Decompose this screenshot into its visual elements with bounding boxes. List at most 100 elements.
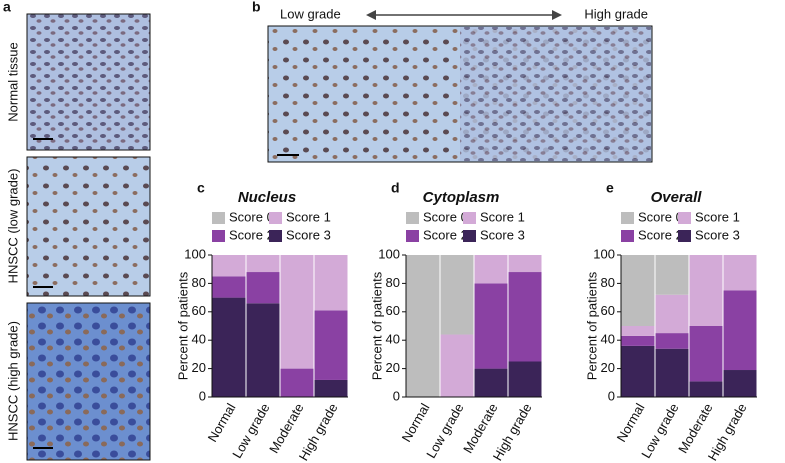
legend-swatch (212, 212, 225, 224)
bar-segment (246, 272, 280, 304)
y-tick-label: 60 (192, 303, 206, 318)
legend-label: Score 0 (423, 209, 468, 224)
legend-label: Score 1 (286, 209, 331, 224)
legend-swatch (621, 230, 634, 242)
image-label: Normal tissue (5, 42, 20, 121)
bar-segment (723, 370, 757, 397)
y-tick-label: 80 (192, 275, 206, 290)
y-tick-label: 40 (601, 332, 615, 347)
micrograph (26, 156, 151, 297)
y-tick-label: 20 (192, 360, 206, 375)
x-tick-label: Normal (205, 401, 239, 445)
bar-segment (440, 334, 474, 397)
bar-segment (314, 255, 348, 311)
x-tick-label: Normal (614, 401, 648, 445)
legend-label: Score 2 (638, 227, 683, 242)
y-tick-label: 20 (601, 360, 615, 375)
y-tick-label: 60 (601, 303, 615, 318)
y-axis-label: Percent of patients (369, 271, 384, 380)
y-axis-label: Percent of patients (584, 271, 599, 380)
legend-label: Score 3 (480, 227, 525, 242)
legend-label: Score 1 (480, 209, 525, 224)
bar-segment (212, 276, 246, 298)
y-tick-label: 100 (184, 246, 206, 261)
grade-label: High grade (584, 6, 648, 21)
bar-segment (212, 297, 246, 397)
chart-title: Cytoplasm (423, 189, 500, 206)
bar-segment (621, 345, 655, 397)
bar-segment (689, 326, 723, 382)
y-tick-label: 0 (393, 388, 400, 403)
bar-segment (508, 272, 542, 362)
legend-label: Score 0 (638, 209, 683, 224)
bar-segment (621, 335, 655, 346)
bar-segment (440, 255, 474, 335)
bar-segment (621, 326, 655, 336)
y-axis-label: Percent of patients (175, 271, 190, 380)
panel-label: b (252, 0, 261, 15)
micrograph-region (460, 27, 651, 161)
bar-segment (508, 361, 542, 397)
bar-segment (689, 381, 723, 397)
micrograph (26, 13, 151, 151)
y-tick-label: 40 (386, 332, 400, 347)
legend-swatch (269, 212, 282, 224)
bar-segment (723, 290, 757, 371)
legend-swatch (406, 230, 419, 242)
legend-swatch (463, 230, 476, 242)
image-label: HNSCC (high grade) (5, 321, 20, 441)
y-tick-label: 60 (386, 303, 400, 318)
chart-title: Nucleus (238, 189, 296, 206)
charts: c Nucleus Score 0 Score 1 Score 2 Score 3 Perc… (175, 180, 757, 463)
y-tick-label: 0 (199, 388, 206, 403)
y-tick-label: 100 (378, 246, 400, 261)
image-label: HNSCC (low grade) (5, 169, 20, 284)
bar-segment (474, 368, 508, 397)
bar-segment (212, 255, 246, 277)
bar-segment (689, 255, 723, 326)
y-tick-label: 0 (608, 388, 615, 403)
bar-segment (246, 303, 280, 397)
bar-segment (280, 255, 314, 369)
bar-segment (280, 368, 314, 397)
bar-segment (655, 333, 689, 349)
legend-swatch (463, 212, 476, 224)
legend-label: Score 0 (229, 209, 274, 224)
legend-label: Score 2 (229, 227, 274, 242)
y-tick-label: 80 (386, 275, 400, 290)
legend-label: Score 3 (286, 227, 331, 242)
panel-label: d (391, 180, 400, 196)
bar-segment (314, 310, 348, 380)
legend-label: Score 2 (423, 227, 468, 242)
bar-segment (723, 255, 757, 291)
bar-segment (474, 255, 508, 284)
y-tick-label: 40 (192, 332, 206, 347)
legend-swatch (678, 212, 691, 224)
x-tick-label: Normal (399, 401, 433, 445)
y-tick-label: 80 (601, 275, 615, 290)
legend-swatch (678, 230, 691, 242)
panel-label: e (606, 180, 614, 196)
grade-label: Low grade (280, 6, 341, 21)
legend-label: Score 3 (695, 227, 740, 242)
legend-label: Score 1 (695, 209, 740, 224)
bar-segment (314, 379, 348, 397)
bar-segment (246, 255, 280, 273)
bar-segment (655, 348, 689, 397)
legend-swatch (269, 230, 282, 242)
bar-segment (655, 294, 689, 334)
micrograph (26, 302, 151, 461)
legend-swatch (406, 212, 419, 224)
legend-swatch (621, 212, 634, 224)
panel-label: c (197, 180, 205, 196)
legend-swatch (212, 230, 225, 242)
bar-segment (508, 255, 542, 273)
bar-segment (655, 255, 689, 295)
bar-segment (406, 255, 440, 397)
y-tick-label: 20 (386, 360, 400, 375)
bar-segment (621, 255, 655, 326)
y-tick-label: 100 (593, 246, 615, 261)
panel-label: a (3, 0, 11, 15)
chart-title: Overall (651, 189, 703, 206)
